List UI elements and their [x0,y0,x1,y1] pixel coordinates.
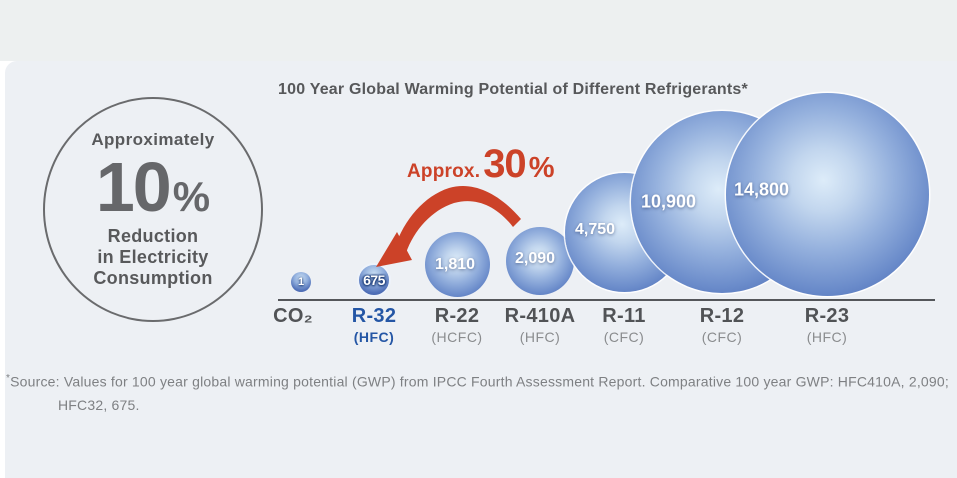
category-r23: R-23 (HFC) [805,305,850,345]
bubble-r12-value: 10,900 [641,191,697,212]
bubble-co2-value: 1 [297,276,305,288]
category-co2: CO₂ [273,305,313,328]
bubble-r410a: 2,090 [506,227,574,295]
annotation-value: 30 [483,142,526,186]
top-band [0,0,957,61]
annotation-percent-sign: % [528,152,555,184]
bubble-r23: 14,800 [726,93,929,296]
category-label: CO₂ [273,305,313,327]
category-label: R-22 [434,305,480,327]
reduction-annotation: Approx. 30 % [407,144,554,185]
category-label: R-23 [804,305,850,327]
category-r32: R-32 (HFC) [352,305,397,345]
badge-percent-sign: % [172,173,211,221]
category-sublabel: (HFC) [519,329,561,345]
badge-line-2: in Electricity [97,247,209,268]
category-label: R-32 [351,305,397,327]
chart-title: 100 Year Global Warming Potential of Dif… [278,81,748,98]
category-r11: R-11 (CFC) [602,305,645,345]
axis-line [278,299,935,301]
category-r410a: R-410A (HFC) [505,305,576,345]
category-sublabel: (HFC) [806,329,848,345]
category-label: R-12 [699,305,745,327]
category-sublabel: (HFC) [353,329,395,345]
bubble-r23-value: 14,800 [734,179,790,200]
bubble-r32-value: 675 [363,272,385,288]
footnote-line-2: HFC32, 675. [58,396,140,413]
category-label: R-11 [602,305,646,327]
annotation-prefix: Approx. [407,161,481,182]
badge-line-3: Consumption [93,267,213,288]
badge-intro: Approximately [91,130,215,150]
bubble-co2: 1 [291,272,311,292]
category-sublabel: (CFC) [701,329,743,345]
footnote: *Source: Values for 100 year global warm… [6,373,949,413]
category-r22: R-22 (HCFC) [431,305,482,345]
category-r12: R-12 (CFC) [700,305,745,345]
bubble-r410a-value: 2,090 [515,249,556,267]
category-sublabel: (HCFC) [431,329,483,345]
footnote-asterisk: * [6,373,11,384]
badge-line-1: Reduction [107,226,199,247]
bubble-r22: 1,810 [425,232,490,297]
category-sublabel: (CFC) [603,329,645,345]
bubble-r11-value: 4,750 [575,221,616,239]
badge-number: 10 [95,148,172,227]
bubble-r22-value: 1,810 [435,255,476,273]
badge-value: 10 % [96,152,210,222]
category-label: R-410A [504,305,576,327]
footnote-line-1: *Source: Values for 100 year global warm… [6,373,949,390]
electricity-reduction-badge: Approximately 10 % Reduction in Electric… [43,97,263,322]
bubble-r32: 675 [357,263,391,297]
